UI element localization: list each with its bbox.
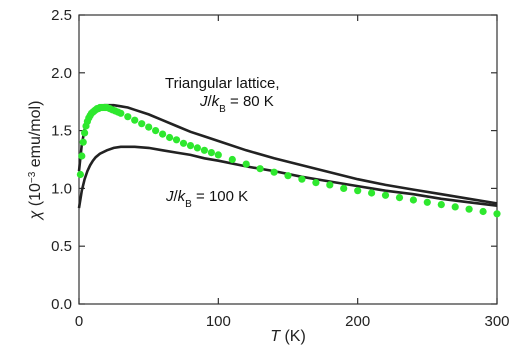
- data-point: [124, 113, 132, 121]
- y-axis-symbol: χ: [27, 210, 44, 221]
- axis-tick-labels: 0 100 200 300 0.0 0.5 1.0 1.5 2.0 2.5: [51, 7, 509, 330]
- data-point: [479, 207, 487, 216]
- data-point: [381, 191, 390, 199]
- x-tick-label: 200: [345, 313, 370, 330]
- data-point: [284, 172, 292, 180]
- x-tick-label: 0: [75, 313, 83, 330]
- data-point: [186, 142, 195, 150]
- x-tick-label: 100: [206, 313, 231, 330]
- data-point: [78, 152, 86, 160]
- data-point: [312, 179, 320, 187]
- annotation-100k-sub: B: [185, 199, 192, 210]
- annotation-80k-rest: = 80 K: [226, 93, 274, 110]
- data-point: [172, 136, 181, 144]
- y-tick-label: 0.0: [51, 296, 72, 313]
- data-point: [193, 144, 201, 152]
- data-point: [368, 189, 376, 197]
- x-axis-symbol: T: [270, 328, 281, 345]
- annotation-80k-k: k: [212, 93, 221, 110]
- data-point: [81, 129, 89, 137]
- y-tick-label: 1.5: [51, 123, 72, 140]
- y-tick-label: 1.0: [51, 180, 72, 197]
- x-tick-label: 300: [484, 313, 509, 330]
- series-layer: [76, 103, 501, 218]
- data-point: [152, 127, 160, 135]
- y-tick-label: 0.5: [51, 238, 72, 255]
- annotation-80k-j: J: [199, 93, 208, 110]
- data-point: [131, 116, 139, 124]
- x-axis-unit: (K): [280, 328, 306, 345]
- data-point: [214, 151, 222, 159]
- y-axis-title: χ (10−3 emu/mol): [27, 101, 45, 222]
- data-point: [326, 181, 334, 189]
- annotation-80k-slash: /: [208, 93, 213, 110]
- plot-frame: [78, 14, 498, 305]
- data-point: [179, 139, 188, 147]
- data-point: [298, 175, 306, 183]
- data-point: [340, 184, 348, 192]
- model-curve-2: [77, 145, 498, 209]
- model-curve-1: [77, 103, 498, 205]
- data-point: [256, 165, 264, 173]
- data-point: [145, 123, 153, 131]
- data-point: [242, 160, 250, 168]
- data-point: [200, 146, 208, 154]
- y-axis-exponent: −3: [27, 171, 38, 183]
- annotation-80k: J/kB = 80 K: [199, 93, 274, 115]
- data-point: [451, 203, 459, 211]
- data-point: [354, 187, 362, 195]
- annotation-100k-slash: /: [174, 188, 179, 205]
- data-point: [437, 201, 445, 209]
- data-point: [76, 170, 84, 179]
- y-axis-unit-post: emu/mol): [27, 101, 44, 172]
- data-point: [270, 168, 278, 176]
- annotation-100k-rest: = 100 K: [192, 188, 248, 205]
- annotation-80k-sub: B: [219, 104, 226, 115]
- data-point: [395, 194, 404, 202]
- data-point: [138, 120, 146, 128]
- annotation-triangular-line1: Triangular lattice,: [165, 75, 280, 92]
- data-point: [493, 210, 501, 218]
- data-point: [409, 196, 417, 204]
- data-point: [79, 138, 87, 146]
- data-point: [423, 198, 431, 206]
- data-point: [117, 109, 125, 117]
- y-tick-label: 2.5: [51, 7, 72, 24]
- data-point: [166, 133, 174, 142]
- annotation-100k-j: J: [165, 188, 174, 205]
- data-point: [228, 155, 236, 164]
- annotation-100k: J/kB = 100 K: [165, 188, 248, 210]
- y-axis-unit-pre: (10: [27, 183, 44, 211]
- data-point: [465, 205, 473, 213]
- axis-ticks: [78, 14, 498, 305]
- x-axis-title: T (K): [270, 328, 306, 345]
- annotation-100k-k: k: [178, 188, 187, 205]
- y-tick-label: 2.0: [51, 65, 72, 82]
- data-point: [159, 130, 167, 138]
- data-point: [207, 149, 215, 157]
